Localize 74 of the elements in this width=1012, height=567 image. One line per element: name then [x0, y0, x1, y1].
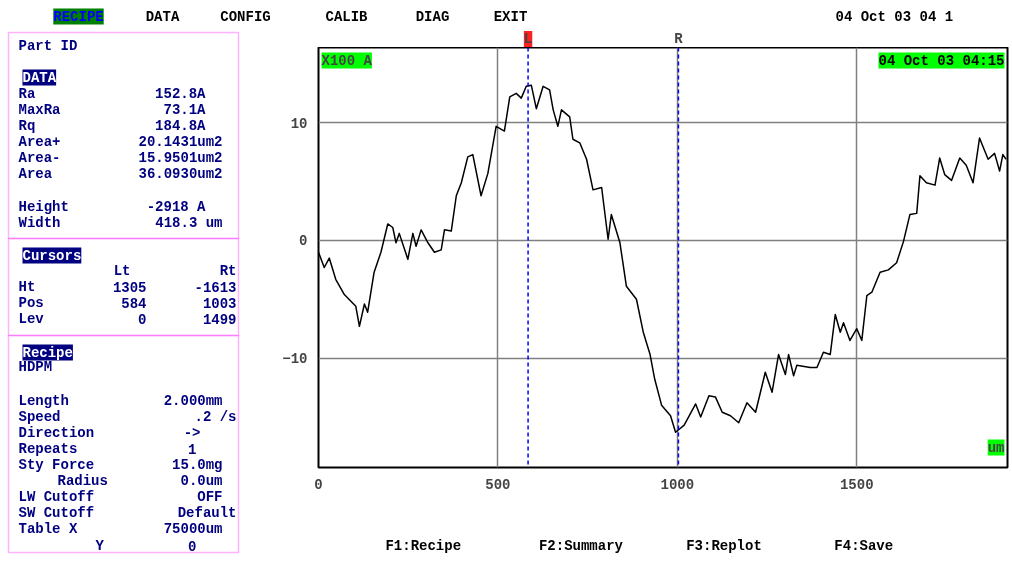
- text: Lev: [18, 310, 45, 327]
- text: Length: [18, 392, 69, 409]
- text: Part ID: [18, 37, 78, 54]
- ref-line-label: L: [523, 31, 533, 47]
- text: ->: [183, 424, 201, 441]
- text: 04 Oct 03 04 1: [835, 8, 954, 25]
- text: LW Cutoff: [18, 488, 95, 505]
- text: 418.3 um: [155, 214, 223, 231]
- text: Rq: [18, 117, 36, 134]
- text: Radius: [57, 472, 108, 489]
- text: -2918 A: [146, 198, 207, 215]
- text: Default: [177, 504, 237, 521]
- text: 75000um: [163, 520, 223, 537]
- text: Cursors: [22, 247, 82, 264]
- text: Speed: [18, 408, 61, 425]
- text: 152.8A: [155, 85, 207, 102]
- text: 73.1A: [163, 101, 207, 118]
- text: F2:Summary: [538, 537, 624, 554]
- text: 1: [188, 441, 197, 458]
- text: Sty Force: [18, 456, 95, 473]
- x-axis-title: um: [987, 439, 1005, 456]
- text: Y: [95, 537, 105, 554]
- text: 0: [138, 311, 147, 328]
- y-tick-label: 0: [299, 233, 308, 250]
- text: CALIB: [325, 8, 369, 25]
- text: OFF: [197, 488, 223, 505]
- text: 1003: [202, 295, 237, 312]
- text: DATA: [145, 8, 180, 25]
- text: HDPM: [18, 358, 53, 375]
- text: DIAG: [415, 8, 450, 25]
- text: Lt: [113, 262, 131, 279]
- text: -1613: [194, 279, 237, 296]
- text: MaxRa: [18, 101, 62, 118]
- text: Ht: [18, 278, 36, 295]
- text: EXIT: [493, 8, 528, 25]
- text: 15.9501um2: [138, 149, 223, 166]
- text: Area-: [18, 149, 61, 166]
- text: 36.0930um2: [138, 165, 223, 182]
- text: 184.8A: [155, 117, 207, 134]
- text: Width: [18, 214, 61, 231]
- text: F4:Save: [834, 537, 894, 554]
- text: Repeats: [18, 440, 78, 457]
- text: Direction: [18, 424, 95, 441]
- text: 0.0um: [180, 472, 223, 489]
- text: RECIPE: [53, 8, 104, 25]
- y-tick-label: −10: [282, 351, 308, 368]
- text: Table X: [18, 520, 78, 537]
- text: Area: [18, 165, 53, 182]
- text: 15.0mg: [172, 456, 223, 473]
- text: DATA: [22, 69, 57, 86]
- x-tick-label: 0: [314, 476, 323, 493]
- x-tick-label: 1000: [660, 476, 695, 493]
- text: Recipe: [22, 344, 73, 361]
- text: Height: [18, 198, 69, 215]
- text: .2 /s: [194, 408, 237, 425]
- text: 584: [121, 295, 147, 312]
- text: 1499: [202, 311, 237, 328]
- text: 20.1431um2: [138, 133, 223, 150]
- text: 0: [188, 538, 197, 555]
- annotation: 04 Oct 03 04:15: [878, 52, 1005, 69]
- x-tick-label: 1500: [839, 476, 874, 493]
- text: F1:Recipe: [385, 537, 462, 554]
- text: F3:Replot: [686, 537, 762, 554]
- text: CONFIG: [220, 8, 271, 25]
- x-tick-label: 500: [485, 476, 511, 493]
- text: Ra: [18, 85, 36, 102]
- text: Area+: [18, 133, 61, 150]
- text: Pos: [18, 294, 44, 311]
- text: Rt: [219, 262, 237, 279]
- ref-line-label: R: [674, 31, 684, 47]
- text: 1305: [112, 279, 147, 296]
- y-tick-label: 10: [290, 115, 308, 132]
- text: 2.000mm: [163, 392, 223, 409]
- text: SW Cutoff: [18, 504, 95, 521]
